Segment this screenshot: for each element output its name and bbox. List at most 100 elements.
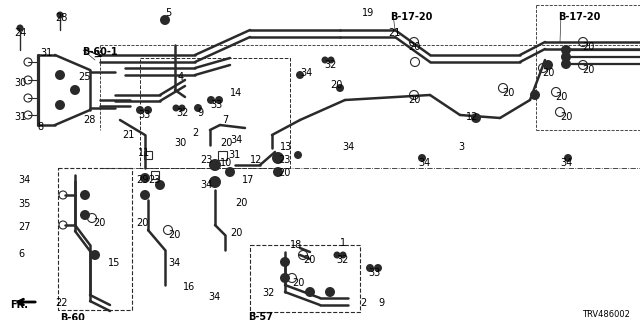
Text: 4: 4 (178, 72, 184, 82)
Circle shape (280, 273, 290, 283)
Text: 31: 31 (228, 150, 240, 160)
Text: 34: 34 (200, 180, 212, 190)
Text: 24: 24 (14, 28, 26, 38)
Text: 32: 32 (336, 255, 348, 265)
Circle shape (209, 176, 221, 188)
Text: 20: 20 (93, 218, 106, 228)
Circle shape (273, 167, 283, 177)
Text: 5: 5 (165, 8, 172, 18)
Text: 34: 34 (560, 158, 572, 168)
Text: 20: 20 (235, 198, 248, 208)
Text: 10: 10 (220, 158, 232, 168)
Circle shape (155, 180, 165, 190)
Text: 21: 21 (388, 28, 401, 38)
Text: 20: 20 (560, 112, 572, 122)
Text: 32: 32 (262, 288, 275, 298)
Circle shape (207, 96, 215, 104)
Circle shape (272, 152, 284, 164)
Circle shape (328, 57, 335, 63)
Text: 34: 34 (300, 68, 312, 78)
Circle shape (17, 25, 24, 31)
Text: 20: 20 (292, 278, 305, 288)
Text: 7: 7 (222, 115, 228, 125)
Text: 20: 20 (330, 80, 342, 90)
Text: B-60: B-60 (60, 313, 85, 320)
Text: 20: 20 (230, 228, 243, 238)
Text: B-57: B-57 (248, 312, 273, 320)
Text: 23: 23 (200, 155, 212, 165)
Circle shape (55, 100, 65, 110)
Circle shape (305, 287, 315, 297)
Text: 2: 2 (360, 298, 366, 308)
Circle shape (215, 96, 223, 104)
Circle shape (366, 264, 374, 272)
Text: FR.: FR. (10, 300, 28, 310)
Circle shape (530, 90, 540, 100)
Text: 33: 33 (138, 110, 150, 120)
Text: 35: 35 (18, 199, 30, 209)
Text: 23: 23 (278, 155, 291, 165)
Circle shape (294, 151, 302, 159)
Text: 20: 20 (555, 92, 568, 102)
Circle shape (280, 257, 290, 267)
Circle shape (561, 52, 571, 62)
Circle shape (173, 105, 179, 111)
Text: 20: 20 (303, 255, 316, 265)
Text: 28: 28 (55, 13, 67, 23)
Text: 12: 12 (466, 112, 478, 122)
Circle shape (374, 264, 382, 272)
Text: 20: 20 (168, 230, 180, 240)
Text: 30: 30 (174, 138, 186, 148)
Text: 20: 20 (408, 95, 420, 105)
Bar (151, 171, 159, 179)
Circle shape (336, 84, 344, 92)
Text: B-17-20: B-17-20 (558, 12, 600, 22)
Text: 33: 33 (210, 100, 222, 110)
Text: 17: 17 (242, 175, 254, 185)
Text: 16: 16 (183, 282, 195, 292)
Text: 33: 33 (368, 268, 380, 278)
Circle shape (209, 159, 221, 171)
Circle shape (333, 252, 340, 259)
Text: 8: 8 (37, 122, 43, 132)
Circle shape (339, 252, 346, 259)
Text: 20: 20 (582, 65, 595, 75)
Circle shape (179, 105, 186, 111)
Circle shape (225, 167, 235, 177)
Text: 6: 6 (18, 249, 24, 259)
Circle shape (80, 210, 90, 220)
Text: 11: 11 (138, 148, 150, 158)
Circle shape (418, 154, 426, 162)
Circle shape (325, 287, 335, 297)
Text: 31: 31 (40, 48, 52, 58)
Text: 32: 32 (176, 108, 188, 118)
Text: 34: 34 (208, 292, 220, 302)
Text: 18: 18 (290, 240, 302, 250)
Circle shape (296, 71, 304, 79)
Circle shape (140, 190, 150, 200)
Text: 34: 34 (342, 142, 355, 152)
Text: 14: 14 (230, 88, 243, 98)
Circle shape (321, 57, 328, 63)
Circle shape (194, 104, 202, 112)
Text: 20: 20 (220, 138, 232, 148)
Text: B-60-1: B-60-1 (82, 47, 118, 57)
Text: 20: 20 (502, 88, 515, 98)
Text: 20: 20 (408, 42, 420, 52)
Text: 13: 13 (280, 142, 292, 152)
Text: 20: 20 (542, 68, 554, 78)
Text: 19: 19 (362, 8, 374, 18)
Text: 9: 9 (197, 108, 203, 118)
Text: 34: 34 (18, 175, 30, 185)
Text: 22: 22 (55, 298, 67, 308)
Text: 20: 20 (136, 218, 148, 228)
Text: 29: 29 (136, 175, 148, 185)
Circle shape (136, 106, 144, 114)
Text: 15: 15 (108, 258, 120, 268)
Circle shape (80, 190, 90, 200)
Text: TRV486002: TRV486002 (582, 310, 630, 319)
Circle shape (56, 12, 63, 19)
Text: 20: 20 (278, 168, 291, 178)
Circle shape (561, 59, 571, 69)
Bar (144, 151, 152, 159)
